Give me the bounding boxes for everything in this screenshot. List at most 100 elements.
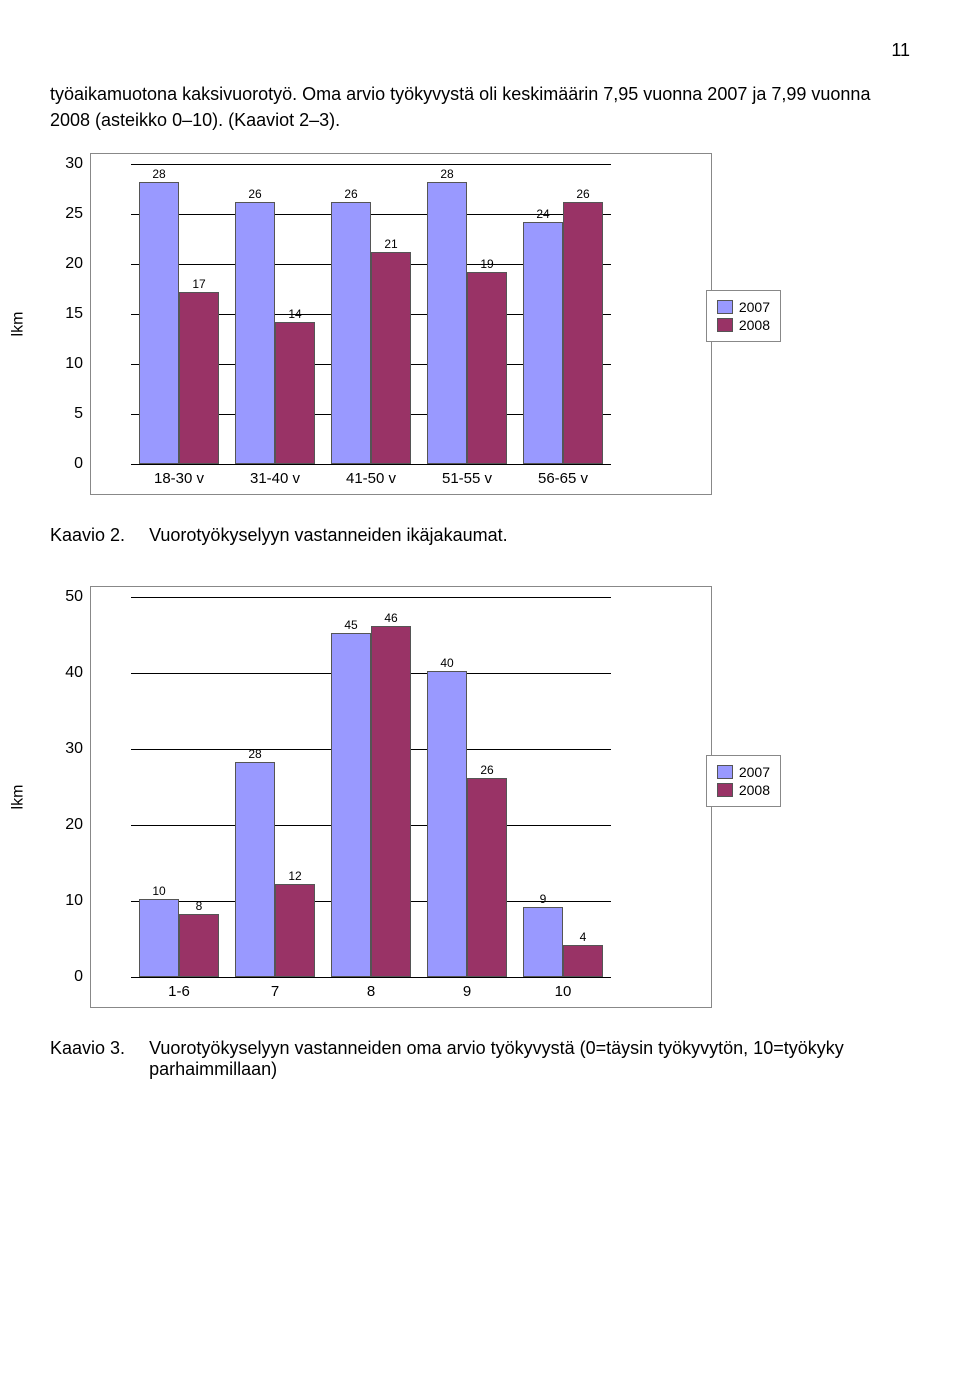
bar-value-label: 9 bbox=[540, 892, 547, 906]
legend-item: 2007 bbox=[717, 299, 770, 315]
bar: 14 bbox=[275, 322, 315, 464]
bar: 21 bbox=[371, 252, 411, 464]
ytick-label: 50 bbox=[65, 588, 83, 606]
bar: 26 bbox=[331, 202, 371, 464]
bar-group: 281951-55 v bbox=[419, 164, 515, 464]
bar: 9 bbox=[523, 907, 563, 977]
ytick-label: 0 bbox=[74, 455, 83, 473]
bar-value-label: 19 bbox=[480, 257, 493, 271]
ytick-label: 5 bbox=[74, 405, 83, 423]
legend-swatch bbox=[717, 318, 733, 332]
bar-group: 242656-65 v bbox=[515, 164, 611, 464]
bar: 10 bbox=[139, 899, 179, 977]
legend-swatch bbox=[717, 765, 733, 779]
legend: 2007 2008 bbox=[706, 755, 781, 807]
xtick-label: 9 bbox=[463, 983, 471, 1000]
caption1-label: Kaavio 2. bbox=[50, 525, 125, 546]
legend-swatch bbox=[717, 783, 733, 797]
bar-group: 40269 bbox=[419, 597, 515, 977]
bar: 46 bbox=[371, 626, 411, 978]
intro-paragraph: työaikamuotona kaksivuorotyö. Oma arvio … bbox=[50, 81, 910, 133]
xtick-label: 10 bbox=[555, 983, 572, 1000]
bar: 17 bbox=[179, 292, 219, 464]
bar: 24 bbox=[523, 222, 563, 464]
legend-label: 2007 bbox=[739, 299, 770, 315]
caption2-label: Kaavio 3. bbox=[50, 1038, 125, 1059]
bar-value-label: 26 bbox=[248, 187, 261, 201]
bar-value-label: 8 bbox=[196, 899, 203, 913]
chart-2: lkm 1081-6281274546840269941001020304050… bbox=[50, 586, 750, 1008]
bar: 40 bbox=[427, 671, 467, 977]
bars-row: 1081-62812745468402699410 bbox=[131, 597, 611, 977]
bar-group: 28127 bbox=[227, 597, 323, 977]
legend-label: 2007 bbox=[739, 764, 770, 780]
bar-value-label: 14 bbox=[288, 307, 301, 321]
bar-group: 261431-40 v bbox=[227, 164, 323, 464]
ytick-label: 10 bbox=[65, 355, 83, 373]
ytick-label: 30 bbox=[65, 740, 83, 758]
bar-value-label: 17 bbox=[192, 277, 205, 291]
bar: 12 bbox=[275, 884, 315, 977]
caption-1: Kaavio 2. Vuorotyökyselyyn vastanneiden … bbox=[50, 525, 910, 546]
bar-value-label: 28 bbox=[440, 167, 453, 181]
bar: 26 bbox=[235, 202, 275, 464]
plot-area: 281718-30 v261431-40 v262141-50 v281951-… bbox=[131, 164, 611, 464]
bar-value-label: 46 bbox=[384, 611, 397, 625]
chart-1: lkm 281718-30 v261431-40 v262141-50 v281… bbox=[50, 153, 750, 495]
bar: 28 bbox=[235, 762, 275, 977]
plot-area: 1081-62812745468402699410 bbox=[131, 597, 611, 977]
bar-value-label: 12 bbox=[288, 869, 301, 883]
xtick-label: 1-6 bbox=[168, 983, 190, 1000]
bar-group: 262141-50 v bbox=[323, 164, 419, 464]
legend-swatch bbox=[717, 300, 733, 314]
bar: 4 bbox=[563, 945, 603, 977]
legend: 2007 2008 bbox=[706, 290, 781, 342]
legend-item: 2008 bbox=[717, 317, 770, 333]
bar-value-label: 26 bbox=[576, 187, 589, 201]
gridline bbox=[131, 464, 611, 465]
bar-value-label: 21 bbox=[384, 237, 397, 251]
ytick-label: 20 bbox=[65, 255, 83, 273]
bars-row: 281718-30 v261431-40 v262141-50 v281951-… bbox=[131, 164, 611, 464]
ytick-label: 0 bbox=[74, 968, 83, 986]
xtick-label: 51-55 v bbox=[442, 470, 492, 487]
ytick-label: 15 bbox=[65, 305, 83, 323]
ytick-label: 20 bbox=[65, 816, 83, 834]
bar-value-label: 28 bbox=[152, 167, 165, 181]
bar-group: 45468 bbox=[323, 597, 419, 977]
bar-group: 281718-30 v bbox=[131, 164, 227, 464]
caption1-text: Vuorotyökyselyyn vastanneiden ikäjakauma… bbox=[149, 525, 508, 546]
bar-value-label: 4 bbox=[580, 930, 587, 944]
legend-item: 2007 bbox=[717, 764, 770, 780]
gridline bbox=[131, 977, 611, 978]
xtick-label: 7 bbox=[271, 983, 279, 1000]
xtick-label: 56-65 v bbox=[538, 470, 588, 487]
bar-group: 9410 bbox=[515, 597, 611, 977]
ytick-label: 10 bbox=[65, 892, 83, 910]
bar-value-label: 26 bbox=[480, 763, 493, 777]
bar: 26 bbox=[467, 778, 507, 978]
bar-value-label: 40 bbox=[440, 656, 453, 670]
bar: 8 bbox=[179, 914, 219, 977]
page-number: 11 bbox=[50, 40, 910, 61]
caption2-text: Vuorotyökyselyyn vastanneiden oma arvio … bbox=[149, 1038, 910, 1080]
ytick-label: 30 bbox=[65, 155, 83, 173]
bar-value-label: 28 bbox=[248, 747, 261, 761]
ytick-label: 40 bbox=[65, 664, 83, 682]
bar: 28 bbox=[139, 182, 179, 464]
bar-value-label: 45 bbox=[344, 618, 357, 632]
xtick-label: 8 bbox=[367, 983, 375, 1000]
xtick-label: 41-50 v bbox=[346, 470, 396, 487]
legend-item: 2008 bbox=[717, 782, 770, 798]
chart1-ylabel: lkm bbox=[9, 312, 27, 337]
ytick-label: 25 bbox=[65, 205, 83, 223]
bar-value-label: 26 bbox=[344, 187, 357, 201]
bar-group: 1081-6 bbox=[131, 597, 227, 977]
legend-label: 2008 bbox=[739, 317, 770, 333]
xtick-label: 31-40 v bbox=[250, 470, 300, 487]
caption-2: Kaavio 3. Vuorotyökyselyyn vastanneiden … bbox=[50, 1038, 910, 1080]
legend-label: 2008 bbox=[739, 782, 770, 798]
bar: 45 bbox=[331, 633, 371, 977]
bar-value-label: 10 bbox=[152, 884, 165, 898]
bar: 19 bbox=[467, 272, 507, 464]
